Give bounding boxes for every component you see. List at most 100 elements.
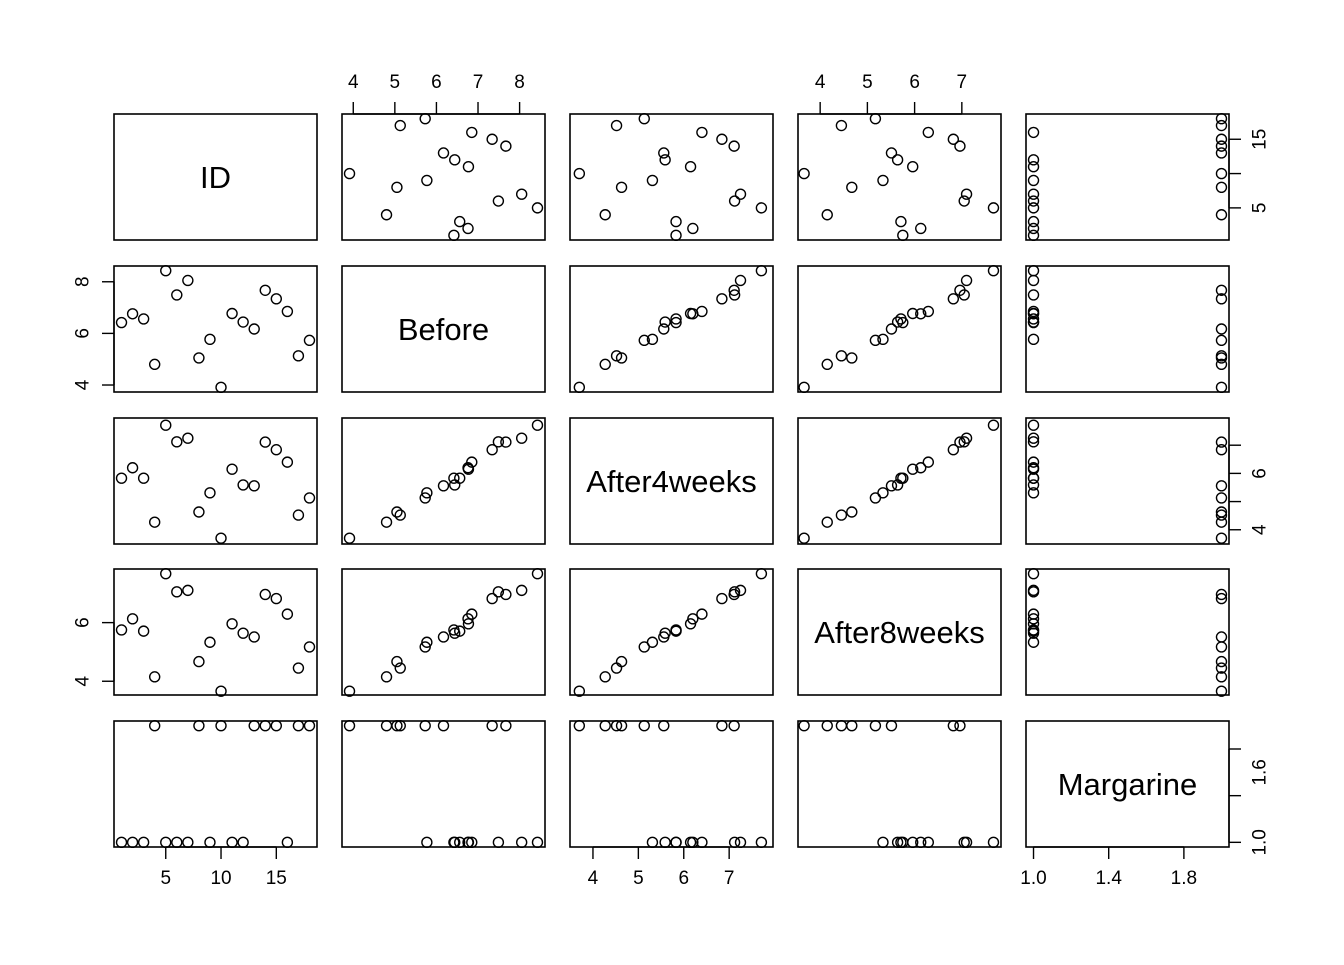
point-id-vs-before	[449, 154, 461, 166]
point-after8weeks-vs-margarine	[1215, 671, 1228, 683]
point-id-vs-after4weeks	[696, 126, 708, 139]
point-before-vs-id	[292, 350, 305, 362]
point-after4weeks-vs-margarine	[1027, 419, 1040, 431]
panel-frame-after4weeks-vs-id	[113, 417, 318, 545]
x-tick-label-after4weeks: 4	[588, 868, 599, 889]
point-margarine-vs-id	[126, 836, 139, 849]
point-after8weeks-vs-before	[391, 655, 403, 668]
point-margarine-vs-id	[182, 836, 194, 849]
point-after8weeks-vs-id	[171, 586, 183, 598]
point-before-vs-id	[204, 333, 216, 346]
point-id-vs-after8weeks	[987, 202, 1000, 214]
point-before-vs-margarine	[1027, 333, 1040, 346]
panel-frame-margarine-vs-id	[113, 720, 318, 848]
point-id-vs-margarine	[1215, 119, 1228, 132]
panel-frame-before-vs-before	[341, 265, 546, 393]
point-id-vs-after4weeks	[615, 181, 628, 193]
point-id-vs-after8weeks	[922, 126, 935, 139]
point-after8weeks-vs-after4weeks	[658, 631, 670, 643]
point-after4weeks-vs-before	[449, 479, 461, 491]
point-id-vs-after4weeks	[728, 140, 740, 152]
x-tick-label-id: 15	[266, 868, 287, 889]
point-before-vs-after4weeks	[658, 323, 670, 335]
x-tick-label-top-before: 7	[473, 72, 484, 93]
point-before-vs-after4weeks	[716, 293, 728, 305]
point-after4weeks-vs-id	[237, 479, 249, 491]
point-id-vs-after8weeks	[907, 161, 919, 173]
point-id-vs-after8weeks	[891, 154, 904, 166]
point-after8weeks-vs-id	[115, 624, 128, 636]
point-after4weeks-vs-after8weeks	[947, 444, 960, 456]
point-margarine-vs-after8weeks	[958, 836, 970, 849]
y-tick-label-right-margarine: 1.6	[1250, 759, 1271, 785]
point-id-vs-before	[466, 126, 478, 139]
point-before-vs-after4weeks	[684, 307, 697, 320]
point-after4weeks-vs-before	[462, 463, 475, 475]
point-id-vs-after4weeks	[670, 229, 682, 242]
y-tick-label-right-after4weeks: 6	[1250, 468, 1271, 479]
point-before-vs-id	[148, 358, 161, 371]
point-after4weeks-vs-id	[204, 487, 216, 499]
point-margarine-vs-after4weeks	[599, 719, 611, 732]
point-margarine-vs-before	[492, 836, 505, 849]
panel-frame-margarine-vs-after8weeks	[797, 720, 1002, 848]
point-after4weeks-vs-before	[391, 506, 403, 518]
x-tick-label-top-after8weeks: 6	[909, 72, 920, 93]
point-after8weeks-vs-id	[281, 608, 294, 620]
point-after4weeks-vs-id	[259, 436, 271, 448]
point-id-vs-before	[391, 181, 403, 193]
point-before-vs-after4weeks	[734, 274, 747, 287]
point-after4weeks-vs-before	[486, 444, 498, 456]
point-after8weeks-vs-id	[226, 618, 238, 630]
point-after8weeks-vs-margarine	[1215, 655, 1228, 668]
panel-frame-after4weeks-vs-after8weeks	[797, 417, 1002, 545]
point-before-vs-after8weeks	[877, 333, 889, 346]
point-after4weeks-vs-id	[182, 432, 194, 444]
point-margarine-vs-after8weeks	[891, 836, 904, 849]
point-after4weeks-vs-before	[492, 436, 505, 448]
point-after4weeks-vs-margarine	[1215, 532, 1228, 544]
point-after4weeks-vs-after8weeks	[960, 432, 973, 444]
point-before-vs-margarine	[1027, 305, 1040, 318]
point-margarine-vs-before	[531, 836, 544, 849]
point-id-vs-after8weeks	[954, 140, 966, 152]
point-id-vs-margarine	[1027, 229, 1040, 242]
point-margarine-vs-id	[237, 836, 249, 849]
point-id-vs-after8weeks	[958, 195, 970, 207]
point-before-vs-id	[115, 316, 128, 329]
point-margarine-vs-after8weeks	[821, 719, 833, 732]
point-before-vs-id	[160, 264, 172, 277]
point-after4weeks-vs-id	[160, 419, 172, 431]
point-after4weeks-vs-before	[500, 436, 512, 448]
point-after4weeks-vs-after8weeks	[915, 462, 927, 474]
point-margarine-vs-id	[226, 836, 238, 849]
point-before-vs-margarine	[1027, 313, 1040, 325]
point-margarine-vs-before	[394, 719, 406, 732]
point-margarine-vs-after8weeks	[907, 836, 919, 849]
point-before-vs-margarine	[1215, 293, 1228, 305]
point-after4weeks-vs-before	[380, 516, 393, 528]
point-before-vs-after4weeks	[755, 264, 768, 277]
point-after8weeks-vs-id	[215, 685, 227, 697]
point-margarine-vs-after4weeks	[646, 836, 659, 849]
point-id-vs-margarine	[1027, 215, 1040, 228]
point-after4weeks-vs-id	[270, 444, 283, 456]
point-after4weeks-vs-margarine	[1215, 436, 1228, 448]
point-before-vs-after4weeks	[670, 316, 682, 329]
point-id-vs-margarine	[1027, 161, 1040, 173]
point-after8weeks-vs-after4weeks	[615, 655, 628, 668]
point-before-vs-after8weeks	[846, 352, 858, 364]
point-margarine-vs-before	[343, 719, 356, 732]
point-before-vs-after8weeks	[954, 284, 966, 296]
point-before-vs-after8weeks	[915, 308, 927, 320]
point-after4weeks-vs-id	[115, 472, 128, 484]
point-after8weeks-vs-before	[394, 662, 406, 674]
point-before-vs-after8weeks	[922, 305, 935, 318]
point-margarine-vs-after8weeks	[835, 719, 848, 732]
panel-frame-id-vs-id	[113, 113, 318, 241]
point-margarine-vs-before	[380, 719, 393, 732]
point-before-vs-after8weeks	[891, 316, 904, 328]
y-tick-label-after8weeks: 4	[73, 676, 94, 687]
point-after8weeks-vs-before	[466, 608, 478, 620]
point-before-vs-after4weeks	[573, 381, 586, 394]
